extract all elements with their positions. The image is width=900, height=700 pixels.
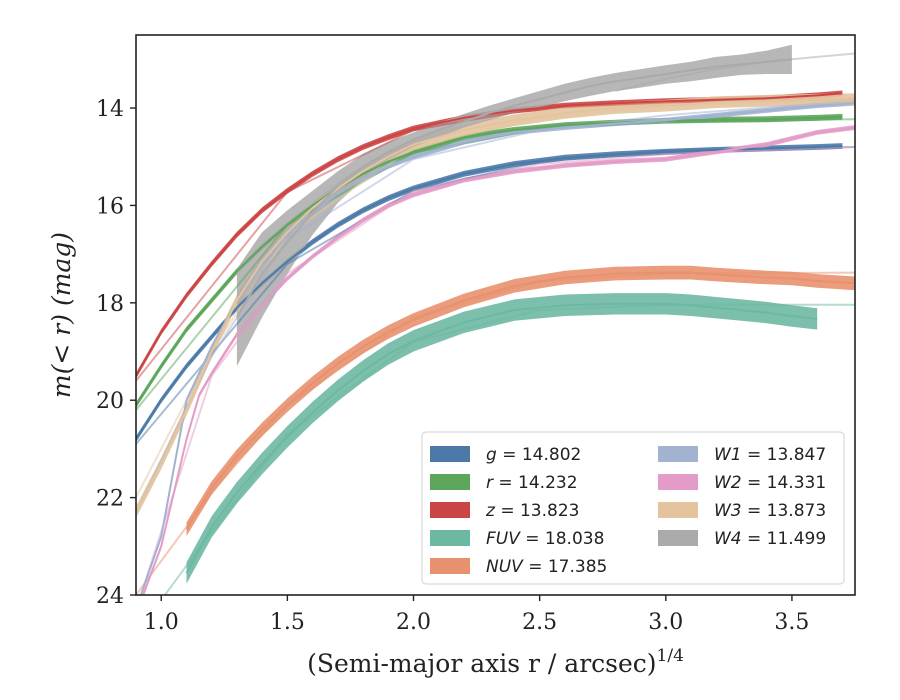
series-line-r <box>136 115 843 406</box>
series-line-w2 <box>142 126 855 595</box>
legend-label-w3: W3 = 13.873 <box>714 501 826 521</box>
legend-label-z: z = 13.823 <box>485 501 579 521</box>
x-tick-label: 2.5 <box>522 610 557 635</box>
legend-swatch-z <box>430 502 470 518</box>
x-tick-label: 1.5 <box>270 610 305 635</box>
series-line-w4 <box>236 58 792 318</box>
y-tick-label: 14 <box>96 97 124 122</box>
plot-frame <box>135 34 856 596</box>
series-line-w3 <box>136 98 855 513</box>
legend-swatch-g <box>430 446 470 462</box>
model-curve-w1 <box>136 99 855 513</box>
legend-band-value: = 17.385 <box>523 557 608 577</box>
legend-box <box>421 431 845 585</box>
legend-swatch-r <box>430 474 470 490</box>
legend-band-name: W1 <box>714 445 742 465</box>
legend-band-value: = 13.823 <box>495 501 580 521</box>
legend-band-name: NUV <box>486 557 524 577</box>
y-tick-label: 18 <box>96 292 124 317</box>
legend-swatch-w3 <box>658 502 698 518</box>
legend-band-name: FUV <box>486 529 521 549</box>
legend-band-name: z <box>485 501 496 521</box>
legend-band-name: g <box>486 445 497 465</box>
legend-label-w1: W1 = 13.847 <box>714 445 826 465</box>
legend-label-r: r = 14.232 <box>486 473 578 493</box>
legend-label-w2: W2 = 14.331 <box>714 473 826 493</box>
model-curve-z <box>136 98 855 382</box>
legend-label-g: g = 14.802 <box>486 445 581 465</box>
legend-swatch-w4 <box>658 530 698 546</box>
series-line-z <box>136 92 843 377</box>
x-axis-label: (Semi-major axis r / arcsec)1/4 <box>307 646 684 678</box>
x-axis-ticks: 1.0 1.5 2.0 2.5 3.0 3.5 <box>144 595 809 635</box>
legend-label-nuv: NUV = 17.385 <box>486 557 607 577</box>
legend-band-value: = 14.232 <box>493 473 578 493</box>
legend-swatch-fuv <box>430 530 470 546</box>
x-axis-label-superscript: 1/4 <box>657 646 684 666</box>
legend-band-name: W3 <box>714 501 742 521</box>
series-lines <box>136 58 855 595</box>
legend-band-name: r <box>486 473 494 493</box>
legend-band-value: = 14.331 <box>742 473 827 493</box>
x-tick-label: 3.5 <box>774 610 809 635</box>
band-r <box>136 113 843 409</box>
legend-band-value: = 18.038 <box>520 529 605 549</box>
error-bands <box>136 44 855 595</box>
legend-band-value: = 13.847 <box>742 445 827 465</box>
series-line-w1 <box>139 102 855 595</box>
x-tick-label: 3.0 <box>648 610 683 635</box>
x-tick-label: 2.0 <box>396 610 431 635</box>
y-tick-label: 16 <box>96 194 124 219</box>
legend-swatch-w2 <box>658 474 698 490</box>
legend-band-value: = 13.873 <box>742 501 827 521</box>
y-axis-ticks: 14 16 18 20 22 24 <box>96 97 136 609</box>
legend-label-w4: W4 = 11.499 <box>714 529 826 549</box>
model-curve-w4 <box>615 52 855 92</box>
x-tick-label: 1.0 <box>144 610 179 635</box>
y-tick-label: 20 <box>96 389 124 414</box>
legend-band-value: = 14.802 <box>497 445 582 465</box>
legend-band-name: W4 <box>714 529 742 549</box>
legend-swatch-w1 <box>658 446 698 462</box>
series-line-nuv <box>185 271 855 530</box>
legend-label-fuv: FUV = 18.038 <box>486 529 604 549</box>
model-curve-w2 <box>139 146 855 595</box>
y-axis-label: m(< r) (mag) <box>47 232 76 398</box>
y-tick-label: 24 <box>96 584 124 609</box>
legend-swatch-nuv <box>430 558 470 574</box>
legend-band-name: W2 <box>714 473 742 493</box>
legend-band-value: = 11.499 <box>742 529 827 549</box>
series-line-g <box>136 145 843 440</box>
series-line-fuv <box>185 302 818 574</box>
x-axis-label-text: (Semi-major axis r / arcsec) <box>307 649 656 678</box>
band-w4 <box>236 44 792 367</box>
y-tick-label: 22 <box>96 487 124 512</box>
